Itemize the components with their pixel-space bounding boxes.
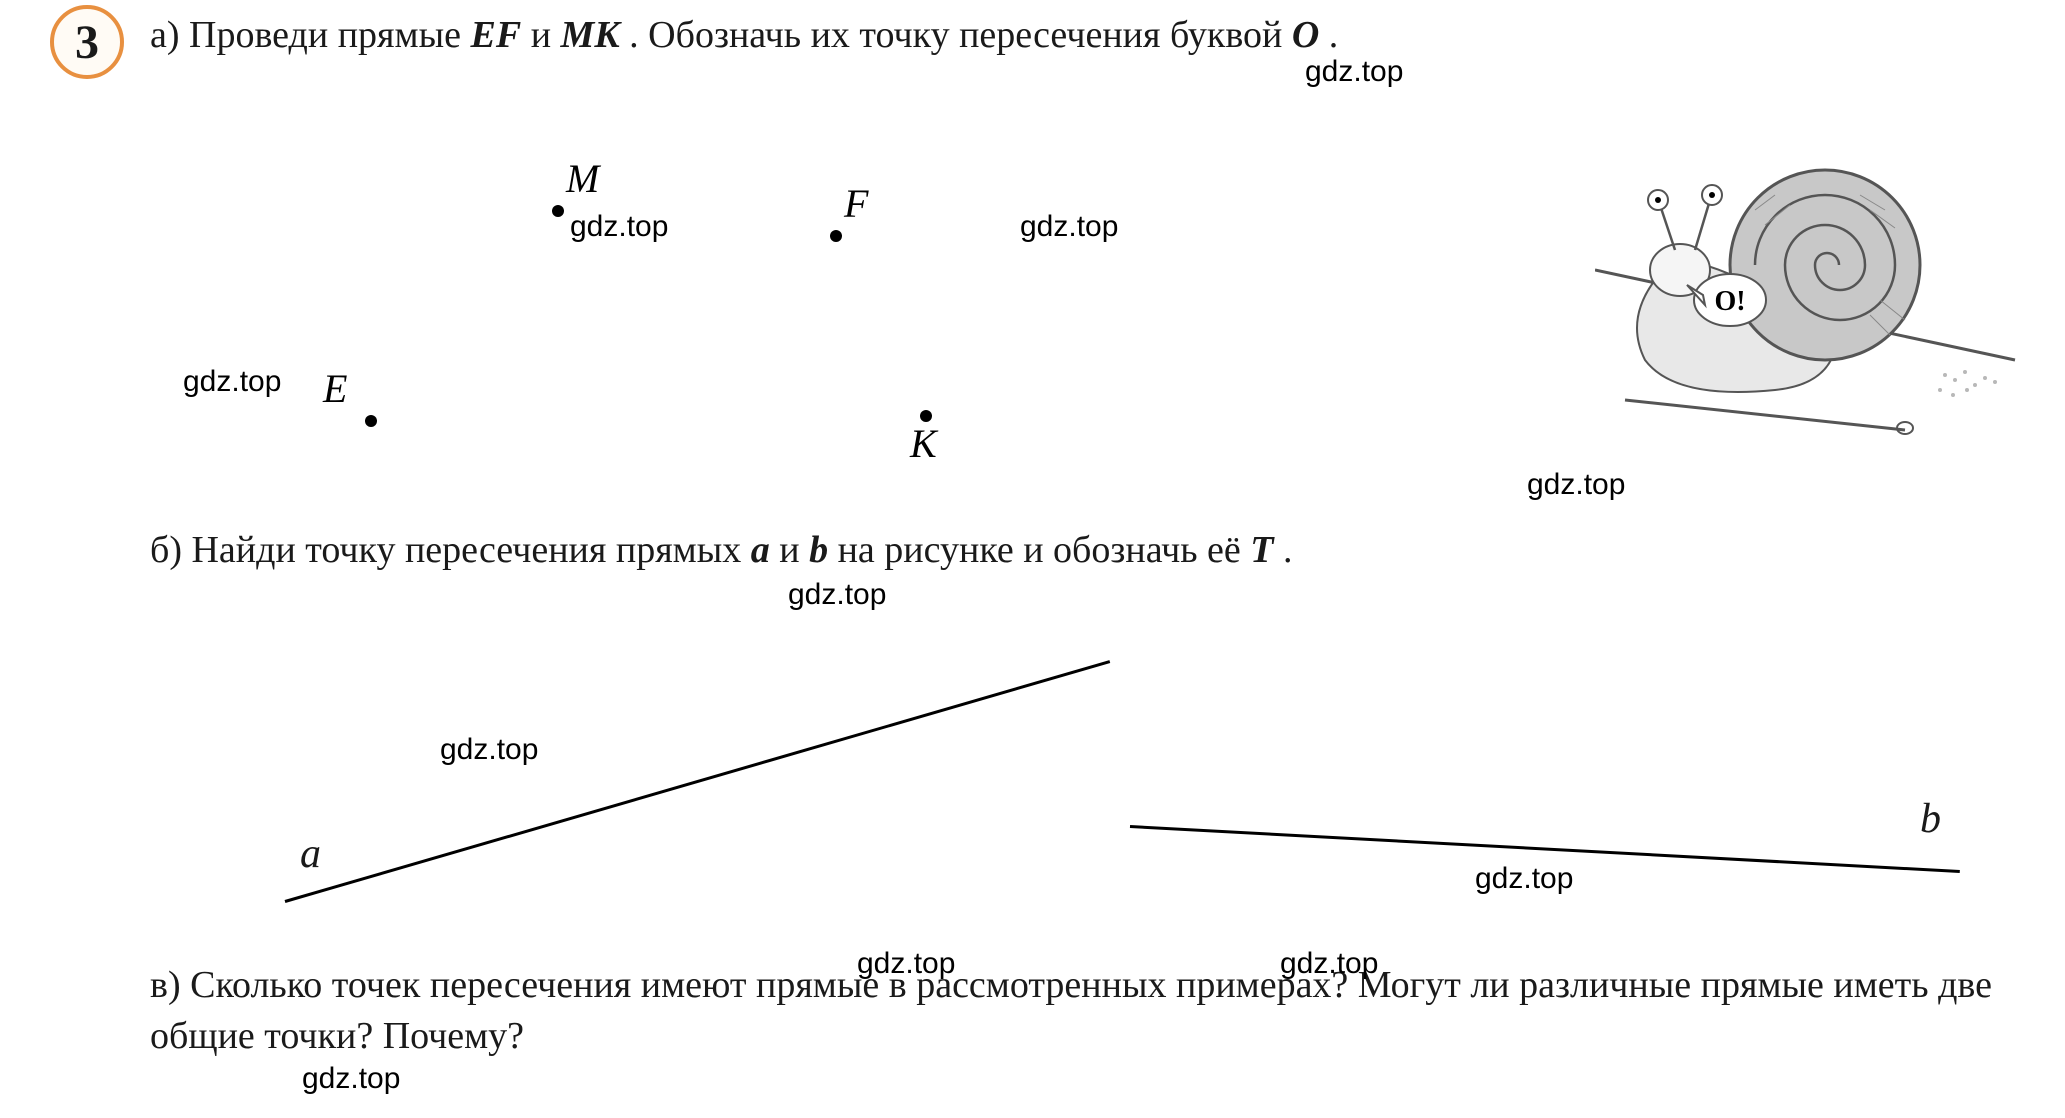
part-a-text: а) Проведи прямые EF и MK . Обозначь их … — [150, 10, 2025, 61]
part-b-line-a: a — [751, 529, 770, 571]
snail-shell-outer — [1730, 170, 1920, 360]
bubble-text-svg: О! — [1714, 286, 1745, 317]
point-K-label: K — [910, 420, 937, 467]
part-b-text: б) Найди точку пересечения прямых a и b … — [150, 525, 2025, 576]
watermark-4: gdz.top — [1527, 468, 1625, 502]
point-F-label: F — [844, 180, 868, 227]
part-c-content: в) Сколько точек пересечения имеют прямы… — [150, 964, 1992, 1057]
line-a — [285, 660, 1111, 903]
problem-number-text: 3 — [75, 15, 99, 70]
point-M-dot — [552, 205, 564, 217]
watermark-0: gdz.top — [1305, 55, 1403, 89]
watermark-9: gdz.top — [1280, 947, 1378, 981]
part-b-mid: и — [779, 529, 809, 571]
snail-svg: О! — [1595, 150, 2025, 450]
snail-illustration: О! — [1595, 150, 2025, 450]
ski-line-bottom — [1625, 400, 1905, 430]
part-b-suffix2: . — [1283, 529, 1293, 571]
watermark-1: gdz.top — [570, 210, 668, 244]
problem-number-badge: 3 — [50, 5, 124, 79]
part-a-line2: MK — [561, 14, 620, 56]
part-a-suffix2: . — [1329, 14, 1339, 56]
point-M-label-text: M — [566, 156, 599, 201]
watermark-7: gdz.top — [1475, 862, 1573, 896]
point-F-dot — [830, 230, 842, 242]
part-a-point: O — [1292, 14, 1319, 56]
part-b-point: T — [1250, 529, 1273, 571]
point-E-dot — [365, 415, 377, 427]
line-b-label: b — [1920, 795, 1941, 843]
part-b-prefix: б) Найди точку пересечения прямых — [150, 529, 751, 571]
pupil-left — [1655, 197, 1661, 203]
part-a-suffix1: . Обозначь их точку пересечения буквой — [629, 14, 1292, 56]
watermark-6: gdz.top — [440, 733, 538, 767]
pupil-right — [1709, 192, 1715, 198]
watermark-5: gdz.top — [788, 578, 886, 612]
eye-stalk-left — [1660, 205, 1675, 250]
watermark-3: gdz.top — [183, 365, 281, 399]
eye-stalk-right — [1695, 200, 1710, 250]
part-c-text: в) Сколько точек пересечения имеют прямы… — [150, 960, 2025, 1063]
watermark-10: gdz.top — [302, 1062, 400, 1096]
part-b-suffix1: на рисунке и обозначь её — [838, 529, 1251, 571]
spray-dots — [1938, 370, 1997, 397]
part-b-line-b: b — [809, 529, 828, 571]
part-a-line1: EF — [470, 14, 521, 56]
part-a-prefix: а) Проведи прямые — [150, 14, 470, 56]
line-a-label: a — [300, 830, 321, 878]
watermark-2: gdz.top — [1020, 210, 1118, 244]
part-a-mid1: и — [531, 14, 561, 56]
watermark-8: gdz.top — [857, 947, 955, 981]
point-E-label: E — [323, 365, 347, 412]
point-M-label: M — [566, 155, 599, 202]
